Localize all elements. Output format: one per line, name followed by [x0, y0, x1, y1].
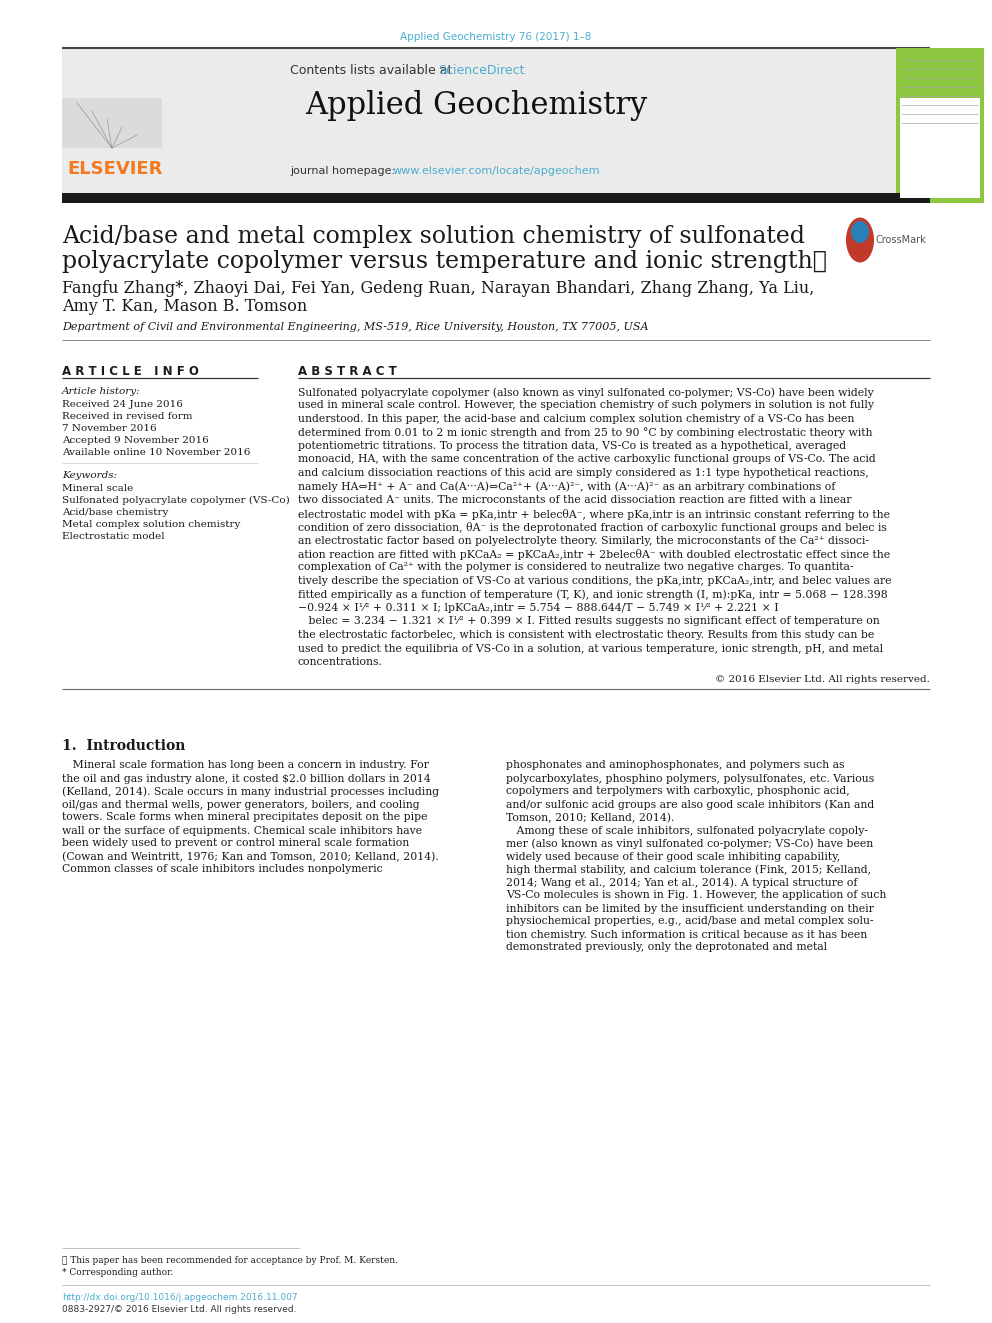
- Text: belec = 3.234 − 1.321 × I¹⁄² + 0.399 × I. Fitted results suggests no significant: belec = 3.234 − 1.321 × I¹⁄² + 0.399 × I…: [298, 617, 880, 627]
- Text: Accepted 9 November 2016: Accepted 9 November 2016: [62, 437, 208, 445]
- Text: tively describe the speciation of VS-Co at various conditions, the pKa,intr, pKC: tively describe the speciation of VS-Co …: [298, 576, 892, 586]
- Text: two dissociated A⁻ units. The microconstants of the acid dissociation reaction a: two dissociated A⁻ units. The microconst…: [298, 495, 851, 505]
- Text: tion chemistry. Such information is critical because as it has been: tion chemistry. Such information is crit…: [506, 930, 867, 939]
- Text: demonstrated previously, only the deprotonated and metal: demonstrated previously, only the deprot…: [506, 942, 827, 953]
- Text: (Kelland, 2014). Scale occurs in many industrial processes including: (Kelland, 2014). Scale occurs in many in…: [62, 786, 439, 796]
- Text: © 2016 Elsevier Ltd. All rights reserved.: © 2016 Elsevier Ltd. All rights reserved…: [715, 675, 930, 684]
- Bar: [900, 98, 980, 198]
- Text: ation reaction are fitted with pKCaA₂ = pKCaA₂,intr + 2belecθA⁻ with doubled ele: ation reaction are fitted with pKCaA₂ = …: [298, 549, 890, 560]
- Text: VS-Co molecules is shown in Fig. 1. However, the application of such: VS-Co molecules is shown in Fig. 1. Howe…: [506, 890, 887, 901]
- Bar: [62, 48, 930, 202]
- Text: Amy T. Kan, Mason B. Tomson: Amy T. Kan, Mason B. Tomson: [62, 298, 308, 315]
- Text: Keywords:: Keywords:: [62, 471, 117, 480]
- Text: the oil and gas industry alone, it costed $2.0 billion dollars in 2014: the oil and gas industry alone, it coste…: [62, 774, 431, 783]
- Text: ScienceDirect: ScienceDirect: [438, 64, 525, 77]
- Text: phosphonates and aminophosphonates, and polymers such as: phosphonates and aminophosphonates, and …: [506, 761, 844, 770]
- Text: high thermal stability, and calcium tolerance (Fink, 2015; Kelland,: high thermal stability, and calcium tole…: [506, 864, 871, 875]
- Text: and calcium dissociation reactions of this acid are simply considered as 1:1 typ: and calcium dissociation reactions of th…: [298, 468, 869, 478]
- Text: widely used because of their good scale inhibiting capability,: widely used because of their good scale …: [506, 852, 840, 861]
- Text: namely HA⇔H⁺ + A⁻ and Ca(A···A)⇔Ca²⁺+ (A···A)²⁻, with (A···A)²⁻ as an arbitrary : namely HA⇔H⁺ + A⁻ and Ca(A···A)⇔Ca²⁺+ (A…: [298, 482, 835, 492]
- Text: 1.  Introduction: 1. Introduction: [62, 738, 186, 753]
- Text: A R T I C L E   I N F O: A R T I C L E I N F O: [62, 365, 198, 378]
- Text: Acid/base chemistry: Acid/base chemistry: [62, 508, 169, 517]
- Text: Mineral scale formation has long been a concern in industry. For: Mineral scale formation has long been a …: [62, 761, 429, 770]
- Text: Electrostatic model: Electrostatic model: [62, 532, 165, 541]
- Text: monoacid, HA, with the same concentration of the active carboxylic functional gr: monoacid, HA, with the same concentratio…: [298, 455, 876, 464]
- Text: Fangfu Zhang*, Zhaoyi Dai, Fei Yan, Gedeng Ruan, Narayan Bhandari, Zhang Zhang, : Fangfu Zhang*, Zhaoyi Dai, Fei Yan, Gede…: [62, 280, 814, 296]
- Text: mer (also known as vinyl sulfonated co-polymer; VS-Co) have been: mer (also known as vinyl sulfonated co-p…: [506, 839, 873, 849]
- Text: polyacrylate copolymer versus temperature and ionic strength★: polyacrylate copolymer versus temperatur…: [62, 250, 827, 273]
- Text: A B S T R A C T: A B S T R A C T: [298, 365, 397, 378]
- Bar: [896, 48, 984, 202]
- Text: journal homepage:: journal homepage:: [290, 165, 399, 176]
- Bar: [62, 193, 930, 202]
- Text: determined from 0.01 to 2 m ionic strength and from 25 to 90 °C by combining ele: determined from 0.01 to 2 m ionic streng…: [298, 427, 873, 438]
- Text: 2014; Wang et al., 2014; Yan et al., 2014). A typical structure of: 2014; Wang et al., 2014; Yan et al., 201…: [506, 877, 857, 888]
- Text: wall or the surface of equipments. Chemical scale inhibitors have: wall or the surface of equipments. Chemi…: [62, 826, 423, 836]
- Text: the electrostatic factorbelec, which is consistent with electrostatic theory. Re: the electrostatic factorbelec, which is …: [298, 630, 874, 640]
- Text: Tomson, 2010; Kelland, 2014).: Tomson, 2010; Kelland, 2014).: [506, 812, 675, 823]
- Text: and/or sulfonic acid groups are also good scale inhibitors (Kan and: and/or sulfonic acid groups are also goo…: [506, 799, 874, 810]
- Text: used to predict the equilibria of VS-Co in a solution, at various temperature, i: used to predict the equilibria of VS-Co …: [298, 643, 883, 654]
- Text: Among these of scale inhibitors, sulfonated polyacrylate copoly-: Among these of scale inhibitors, sulfona…: [506, 826, 868, 836]
- Text: been widely used to prevent or control mineral scale formation: been widely used to prevent or control m…: [62, 839, 410, 848]
- Text: condition of zero dissociation, θA⁻ is the deprotonated fraction of carboxylic f: condition of zero dissociation, θA⁻ is t…: [298, 523, 887, 533]
- Text: oil/gas and thermal wells, power generators, boilers, and cooling: oil/gas and thermal wells, power generat…: [62, 799, 420, 810]
- Text: inhibitors can be limited by the insufficient understanding on their: inhibitors can be limited by the insuffi…: [506, 904, 874, 913]
- Text: CrossMark: CrossMark: [876, 235, 927, 245]
- Text: http://dx.doi.org/10.1016/j.apgeochem.2016.11.007: http://dx.doi.org/10.1016/j.apgeochem.20…: [62, 1293, 298, 1302]
- Text: 0883-2927/© 2016 Elsevier Ltd. All rights reserved.: 0883-2927/© 2016 Elsevier Ltd. All right…: [62, 1304, 297, 1314]
- Text: copolymers and terpolymers with carboxylic, phosphonic acid,: copolymers and terpolymers with carboxyl…: [506, 786, 850, 796]
- Text: towers. Scale forms when mineral precipitates deposit on the pipe: towers. Scale forms when mineral precipi…: [62, 812, 428, 823]
- Text: Metal complex solution chemistry: Metal complex solution chemistry: [62, 520, 240, 529]
- Text: (Cowan and Weintritt, 1976; Kan and Tomson, 2010; Kelland, 2014).: (Cowan and Weintritt, 1976; Kan and Toms…: [62, 852, 438, 861]
- Text: Sulfonated polyacrylate copolymer (VS-Co): Sulfonated polyacrylate copolymer (VS-Co…: [62, 496, 290, 505]
- Text: Article history:: Article history:: [62, 388, 141, 396]
- Text: polycarboxylates, phosphino polymers, polysulfonates, etc. Various: polycarboxylates, phosphino polymers, po…: [506, 774, 874, 783]
- Ellipse shape: [846, 217, 874, 262]
- Text: Applied Geochemistry 76 (2017) 1–8: Applied Geochemistry 76 (2017) 1–8: [401, 32, 591, 42]
- Text: potentiometric titrations. To process the titration data, VS-Co is treated as a : potentiometric titrations. To process th…: [298, 441, 846, 451]
- Text: www.elsevier.com/locate/apgeochem: www.elsevier.com/locate/apgeochem: [393, 165, 600, 176]
- Ellipse shape: [851, 221, 869, 243]
- Text: Received in revised form: Received in revised form: [62, 411, 192, 421]
- Text: * Corresponding author.: * Corresponding author.: [62, 1267, 174, 1277]
- Text: Department of Civil and Environmental Engineering, MS-519, Rice University, Hous: Department of Civil and Environmental En…: [62, 321, 649, 332]
- Text: Acid/base and metal complex solution chemistry of sulfonated: Acid/base and metal complex solution che…: [62, 225, 805, 247]
- Text: Common classes of scale inhibitors includes nonpolymeric: Common classes of scale inhibitors inclu…: [62, 864, 383, 875]
- Text: Contents lists available at: Contents lists available at: [290, 64, 456, 77]
- Text: ★ This paper has been recommended for acceptance by Prof. M. Kersten.: ★ This paper has been recommended for ac…: [62, 1256, 398, 1265]
- Text: 7 November 2016: 7 November 2016: [62, 423, 157, 433]
- Text: ELSEVIER: ELSEVIER: [67, 160, 163, 179]
- Text: an electrostatic factor based on polyelectrolyte theory. Similarly, the microcon: an electrostatic factor based on polyele…: [298, 536, 869, 545]
- Text: −0.924 × I¹⁄² + 0.311 × I; lpKCaA₂,intr = 5.754 − 888.644/T − 5.749 × I¹⁄² + 2.2: −0.924 × I¹⁄² + 0.311 × I; lpKCaA₂,intr …: [298, 603, 779, 613]
- Text: fitted empirically as a function of temperature (T, K), and ionic strength (I, m: fitted empirically as a function of temp…: [298, 590, 888, 601]
- Text: Applied Geochemistry: Applied Geochemistry: [305, 90, 647, 120]
- Text: physiochemical properties, e.g., acid/base and metal complex solu-: physiochemical properties, e.g., acid/ba…: [506, 917, 874, 926]
- Text: understood. In this paper, the acid-base and calcium complex solution chemistry : understood. In this paper, the acid-base…: [298, 414, 854, 423]
- Text: Mineral scale: Mineral scale: [62, 484, 133, 493]
- Text: Available online 10 November 2016: Available online 10 November 2016: [62, 448, 250, 456]
- Text: Received 24 June 2016: Received 24 June 2016: [62, 400, 183, 409]
- Bar: [62, 98, 162, 148]
- Text: electrostatic model with pKa = pKa,intr + belecθA⁻, where pKa,intr is an intrins: electrostatic model with pKa = pKa,intr …: [298, 508, 890, 520]
- Text: Sulfonated polyacrylate copolymer (also known as vinyl sulfonated co-polymer; VS: Sulfonated polyacrylate copolymer (also …: [298, 388, 874, 398]
- Text: used in mineral scale control. However, the speciation chemistry of such polymer: used in mineral scale control. However, …: [298, 401, 874, 410]
- Text: complexation of Ca²⁺ with the polymer is considered to neutralize two negative c: complexation of Ca²⁺ with the polymer is…: [298, 562, 853, 573]
- Text: concentrations.: concentrations.: [298, 658, 383, 667]
